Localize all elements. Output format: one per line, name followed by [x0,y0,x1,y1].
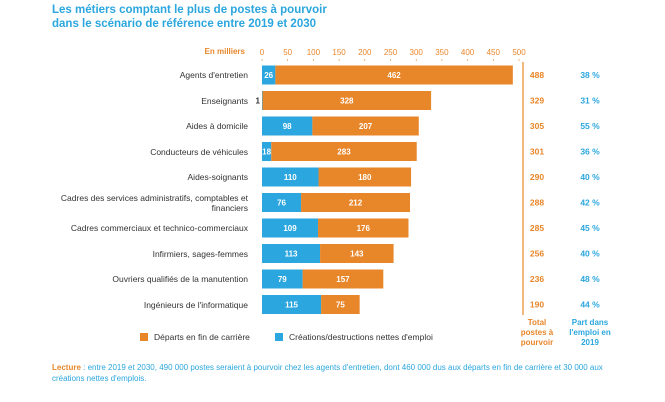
value-label: 143 [350,250,364,259]
bar-segment [320,244,394,263]
value-label: 328 [340,97,354,106]
total-value: 488 [530,70,544,80]
value-label: 76 [277,199,286,208]
bar-segment [262,218,319,238]
bar-segment [275,65,513,85]
bar-segment [262,193,302,212]
bar-segment [318,167,412,187]
legend-swatch [140,333,148,341]
category-label: Ouvriers qualifiés de la manutention [112,274,248,284]
legend-label: Créations/destructions nettes d'emploi [289,332,433,342]
value-label: 283 [337,148,351,157]
value-label: 212 [349,199,363,208]
bar-segment [262,91,263,110]
share-value: 38 % [580,70,600,80]
value-label: 79 [278,275,287,284]
bar-segment [301,193,411,212]
total-value: 190 [530,300,544,310]
category-label: Enseignants [201,95,248,106]
bar-segment [262,244,321,263]
bar-segment [312,116,419,136]
total-value: 301 [530,147,544,157]
total-value: 236 [530,274,544,284]
category-label: Ingénieurs de l'informatique [143,299,248,310]
x-tick-label: 200 [358,48,372,57]
x-tick-label: 150 [332,48,346,57]
x-tick-label: 400 [461,48,475,57]
total-value: 329 [530,96,544,106]
value-label: 207 [359,122,373,131]
total-value: 290 [530,172,544,182]
category-label: Aides-soignants [187,172,248,182]
share-value: 44 % [580,300,600,310]
bar-segment [302,269,384,289]
category-label: Cadres commerciaux et technico-commercia… [70,223,248,233]
chart-title: dans le scénario de référence entre 2019… [52,18,317,30]
bar-segment [271,142,417,161]
x-tick-label: 0 [260,48,265,57]
value-label: 1 [256,97,261,106]
value-label: 176 [357,224,371,233]
x-tick-label: 250 [384,48,398,57]
x-tick-label: 100 [307,48,321,57]
bar-segment [262,65,276,85]
value-label: 18 [262,148,271,157]
x-tick-label: 50 [283,48,292,57]
bar-segment [318,218,409,238]
axis-label: En milliers [204,47,245,56]
value-label: 98 [283,122,292,131]
category-label: Infirmiers, sages-femmes [152,248,248,259]
column-header: Part dans l'emploi en 2019 [569,318,611,347]
column-header: Total postes à pourvoir [520,318,554,347]
note-text: : entre 2019 et 2030, 490 000 postes ser… [52,363,603,383]
value-label: 462 [387,71,401,80]
legend-label: Départs en fin de carrière [154,332,250,342]
total-value: 256 [530,249,544,259]
share-value: 55 % [580,121,600,131]
total-value: 288 [530,198,544,208]
value-label: 115 [285,301,298,310]
total-value: 285 [530,223,544,233]
value-label: 110 [284,173,297,182]
value-label: 113 [285,250,298,259]
category-label: Conducteurs de véhicules [150,146,248,157]
note-label: Lecture [52,363,81,372]
share-value: 31 % [580,96,600,106]
x-tick-label: 450 [487,48,501,57]
share-value: 48 % [580,274,600,284]
bar-segment [262,269,303,289]
x-tick-label: 350 [435,48,449,57]
value-label: 180 [358,173,372,182]
share-value: 42 % [580,198,600,208]
chart-title: Les métiers comptant le plus de postes à… [52,4,327,16]
bar-segment [262,91,432,110]
share-value: 36 % [580,147,600,157]
category-label: Agents d'entretien [179,70,248,80]
value-label: 75 [336,301,345,310]
value-label: 157 [336,275,350,284]
x-tick-label: 500 [512,48,526,57]
bar-segment [262,295,322,314]
note: Lecture : entre 2019 et 2030, 490 000 po… [52,362,612,384]
category-label: Aides à domicile [186,121,248,131]
share-value: 40 % [580,249,600,259]
bar-segment [262,116,313,136]
category-label: Cadres des services administratifs, comp… [60,192,248,213]
bar-segment [262,142,272,161]
total-value: 305 [530,121,544,131]
bar-segment [321,295,360,314]
x-tick-label: 300 [410,48,424,57]
legend-swatch [275,333,283,341]
share-value: 40 % [580,172,600,182]
bar-segment [262,167,319,187]
share-value: 45 % [580,223,600,233]
value-label: 26 [264,71,273,80]
value-label: 109 [283,224,297,233]
